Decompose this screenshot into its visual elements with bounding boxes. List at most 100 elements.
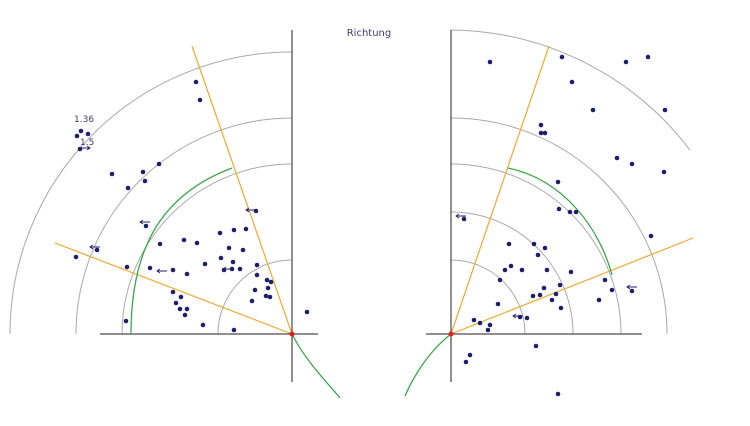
right-rings: [450, 29, 691, 335]
right-ring-4: [450, 117, 668, 335]
right-point: [477, 320, 483, 326]
right-point: [497, 277, 503, 283]
left-point: [173, 300, 179, 306]
left-point: [254, 272, 260, 278]
left-point: [184, 271, 190, 277]
right-point: [557, 282, 563, 288]
left-point: [143, 223, 149, 229]
right-point: [537, 292, 543, 298]
right-point: [596, 297, 602, 303]
right-point: [487, 322, 493, 328]
left-point: [74, 133, 80, 139]
left-point: [73, 254, 79, 260]
left-point: [237, 266, 243, 272]
right-point: [524, 315, 530, 321]
right-point: [502, 267, 508, 273]
right-point: [629, 161, 635, 167]
left-origin: [289, 331, 295, 337]
right-point: [531, 241, 537, 247]
left-direction-arrow: [156, 268, 167, 274]
right-point: [485, 327, 491, 333]
left-direction-arrow: [89, 244, 100, 250]
left-point: [142, 178, 148, 184]
left-ring-4: [76, 118, 292, 334]
right-point: [517, 314, 523, 320]
left-point: [243, 226, 249, 232]
left-point: [218, 255, 224, 261]
left-rays: [54, 45, 293, 335]
left-point: [231, 327, 237, 333]
right-point: [538, 130, 544, 136]
diagram-title: Richtung: [347, 28, 392, 39]
left-point: [200, 322, 206, 328]
left-point: [194, 240, 200, 246]
left-direction-arrow: [245, 207, 256, 213]
right-direction-arrows: [455, 213, 637, 319]
left-direction-arrow: [80, 145, 91, 151]
right-point: [461, 216, 467, 222]
left-point: [253, 208, 259, 214]
right-point: [544, 267, 550, 273]
right-point: [467, 352, 473, 358]
left-point: [226, 245, 232, 251]
right-ring-1: [450, 259, 526, 335]
left-point: [193, 79, 199, 85]
right-point: [535, 252, 541, 258]
left-panel: 1.36 1.5: [9, 30, 341, 399]
right-point: [542, 245, 548, 251]
right-ray-steep: [450, 45, 550, 335]
right-point: [463, 359, 469, 365]
left-point: [109, 171, 115, 177]
right-panel: [404, 29, 694, 397]
left-ray-steep: [191, 45, 293, 335]
right-point: [569, 79, 575, 85]
right-point: [629, 288, 635, 294]
left-point: [268, 279, 274, 285]
label-1-5: 1.5: [80, 138, 94, 148]
left-direction-arrow: [222, 266, 233, 272]
right-direction-arrow: [512, 313, 523, 319]
left-point: [157, 241, 163, 247]
left-point: [230, 259, 236, 265]
right-point: [623, 59, 629, 65]
label-1-36: 1.36: [74, 115, 94, 125]
right-point: [542, 130, 548, 136]
right-axes: [426, 30, 642, 382]
right-point: [559, 54, 565, 60]
left-point: [181, 237, 187, 243]
right-ring-3: [450, 163, 622, 335]
left-point: [140, 169, 146, 175]
left-point: [231, 227, 237, 233]
right-point: [602, 277, 608, 283]
left-point: [156, 161, 162, 167]
left-point: [249, 298, 255, 304]
right-ring-2: [450, 211, 574, 335]
right-point: [614, 155, 620, 161]
right-point: [662, 107, 668, 113]
right-direction-arrow: [455, 213, 466, 219]
left-point: [178, 294, 184, 300]
left-point: [78, 128, 84, 134]
left-point: [125, 185, 131, 191]
right-point: [549, 297, 555, 303]
left-point: [240, 247, 246, 253]
right-point: [541, 285, 547, 291]
right-point: [508, 263, 514, 269]
left-ring-2: [121, 163, 293, 335]
right-point: [538, 122, 544, 128]
right-direction-arrow: [626, 284, 637, 290]
left-point: [254, 262, 260, 268]
right-origin: [448, 331, 454, 337]
right-point: [648, 233, 654, 239]
left-point: [85, 131, 91, 137]
right-point: [519, 267, 525, 273]
right-point: [567, 209, 573, 215]
left-point: [267, 294, 273, 300]
right-point: [590, 107, 596, 113]
right-ray-shallow: [450, 237, 694, 335]
right-point: [506, 241, 512, 247]
left-point: [123, 318, 129, 324]
right-point: [495, 301, 501, 307]
left-point: [263, 293, 269, 299]
